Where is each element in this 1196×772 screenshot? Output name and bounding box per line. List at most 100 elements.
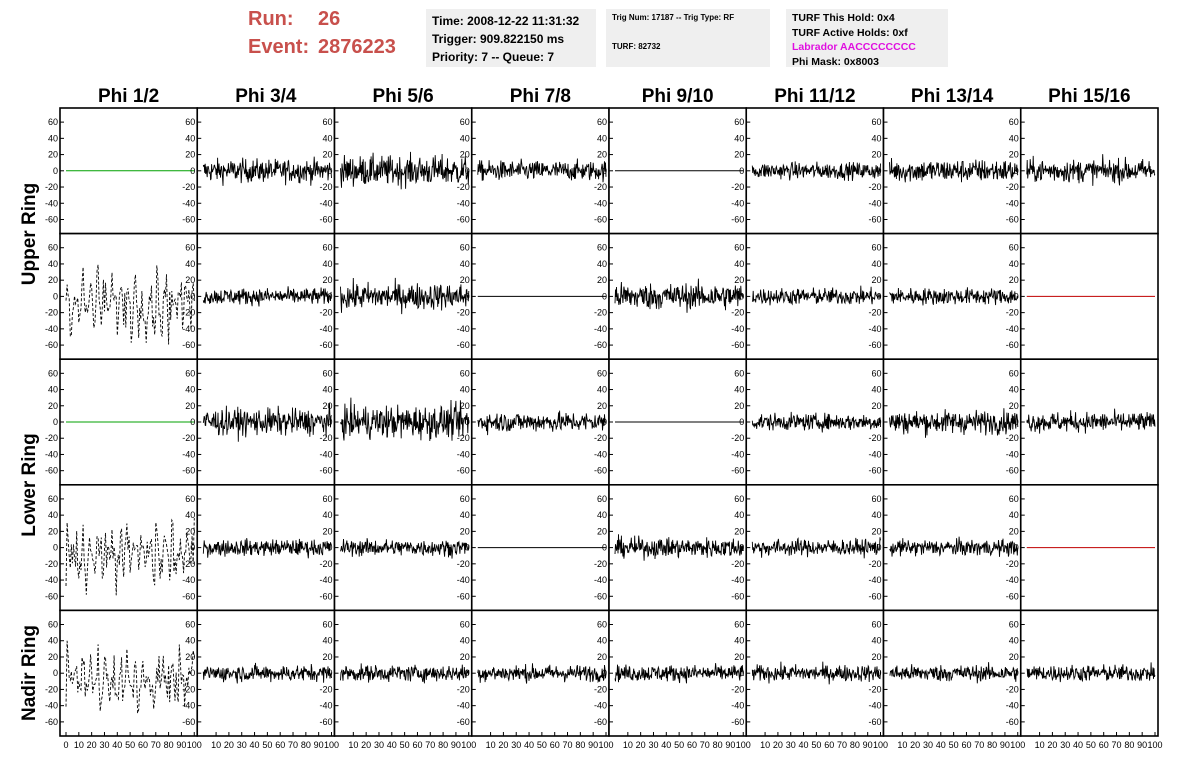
y-tick-label: -20 <box>594 433 607 443</box>
x-tick-label: 80 <box>987 740 997 750</box>
panel-frame <box>333 609 473 737</box>
x-tick-label: 40 <box>387 740 397 750</box>
y-tick-label: 20 <box>460 401 470 411</box>
y-tick-label: -40 <box>1006 449 1019 459</box>
x-tick-label: 40 <box>936 740 946 750</box>
y-tick-label: 0 <box>53 543 58 553</box>
x-tick-label: 10 <box>897 740 907 750</box>
waveform-panel: -60 -40 -20 0 20 40 60 <box>731 232 885 361</box>
x-tick-label: 90 <box>1137 740 1147 750</box>
y-tick-label: 20 <box>185 526 195 536</box>
waveform-panel: -60 -40 -20 0 20 40 60 <box>731 107 885 235</box>
y-tick-label: 60 <box>597 494 607 504</box>
y-tick-label: -20 <box>731 433 744 443</box>
x-tick-label: 70 <box>151 740 161 750</box>
x-tick-label: 40 <box>799 740 809 750</box>
y-tick-label: 20 <box>185 150 195 160</box>
x-tick-label: 20 <box>636 740 646 750</box>
waveform-trace <box>889 408 1019 438</box>
y-tick-label: 40 <box>48 636 58 646</box>
y-tick-label: -60 <box>731 591 744 601</box>
x-tick-label: 10 <box>348 740 358 750</box>
x-tick-label: 60 <box>412 740 422 750</box>
y-tick-label: -20 <box>868 559 881 569</box>
y-tick-label: 60 <box>597 243 607 253</box>
y-tick-label: 0 <box>602 668 607 678</box>
y-tick-label: -40 <box>182 324 195 334</box>
y-tick-label: -60 <box>594 717 607 727</box>
y-tick-label: 0 <box>53 668 58 678</box>
y-tick-label: 0 <box>190 668 195 678</box>
y-tick-label: 40 <box>734 385 744 395</box>
y-tick-label: 0 <box>876 668 881 678</box>
y-tick-label: 20 <box>597 150 607 160</box>
waveform-panel: -60 -40 -20 0 20 40 60 <box>1006 483 1159 612</box>
y-tick-label: -40 <box>45 324 58 334</box>
x-tick-label: 50 <box>125 740 135 750</box>
y-tick-label: 40 <box>871 259 881 269</box>
y-tick-label: 40 <box>734 510 744 520</box>
y-tick-label: 60 <box>597 117 607 127</box>
y-tick-label: -60 <box>319 591 332 601</box>
y-tick-label: -40 <box>457 449 470 459</box>
y-tick-label: 20 <box>734 150 744 160</box>
y-tick-label: 60 <box>322 117 332 127</box>
x-tick-label: 30 <box>374 740 384 750</box>
y-tick-label: -20 <box>731 182 744 192</box>
y-tick-label: 40 <box>185 510 195 520</box>
y-tick-label: 20 <box>871 401 881 411</box>
y-tick-label: 0 <box>1014 417 1019 427</box>
x-tick-label: 60 <box>961 740 971 750</box>
column-title: Phi 3/4 <box>235 86 297 107</box>
y-tick-label: 20 <box>185 401 195 411</box>
x-tick-label: 20 <box>1047 740 1057 750</box>
y-tick-label: -60 <box>319 466 332 476</box>
y-tick-label: -60 <box>868 340 881 350</box>
y-tick-label: -60 <box>594 340 607 350</box>
y-tick-label: 60 <box>460 494 470 504</box>
y-tick-label: 40 <box>322 259 332 269</box>
y-tick-label: -40 <box>182 701 195 711</box>
y-tick-label: -20 <box>594 559 607 569</box>
turf-active-holds-text: TURF Active Holds: 0xf <box>792 26 908 39</box>
y-tick-label: -60 <box>45 591 58 601</box>
y-tick-label: -60 <box>319 340 332 350</box>
y-tick-label: 0 <box>465 543 470 553</box>
y-tick-label: 60 <box>871 243 881 253</box>
x-tick-label: 90 <box>1000 740 1010 750</box>
y-tick-label: -60 <box>594 466 607 476</box>
y-tick-label: -40 <box>594 324 607 334</box>
y-tick-label: 60 <box>1009 620 1019 630</box>
y-tick-label: -60 <box>457 591 470 601</box>
x-tick-label: 20 <box>910 740 920 750</box>
y-tick-label: -40 <box>319 324 332 334</box>
x-tick-label: 50 <box>262 740 272 750</box>
y-tick-label: 60 <box>597 368 607 378</box>
y-tick-label: 20 <box>322 275 332 285</box>
y-tick-label: 40 <box>185 133 195 143</box>
y-tick-label: -60 <box>457 717 470 727</box>
x-tick-label: 70 <box>563 740 573 750</box>
y-tick-label: 0 <box>53 166 58 176</box>
y-tick-label: -40 <box>594 701 607 711</box>
y-tick-label: -40 <box>45 575 58 585</box>
y-tick-label: 0 <box>53 417 58 427</box>
x-tick-label: 80 <box>1124 740 1134 750</box>
y-tick-label: -60 <box>45 466 58 476</box>
x-tick-label: 100 <box>873 740 888 750</box>
y-tick-label: 0 <box>190 417 195 427</box>
phi-mask-text: Phi Mask: 0x8003 <box>792 55 879 68</box>
x-tick-label: 100 <box>461 740 476 750</box>
y-tick-label: -60 <box>1006 591 1019 601</box>
y-tick-label: 40 <box>1009 510 1019 520</box>
y-tick-label: 0 <box>876 291 881 301</box>
y-tick-label: -40 <box>182 449 195 459</box>
x-tick-label: 40 <box>250 740 260 750</box>
y-tick-label: -60 <box>1006 340 1019 350</box>
waveform-panel: -60 -40 -20 0 20 40 60 <box>457 107 610 235</box>
x-tick-label: 50 <box>811 740 821 750</box>
x-tick-label: 70 <box>700 740 710 750</box>
y-tick-label: -60 <box>319 214 332 224</box>
y-tick-label: 60 <box>1009 494 1019 504</box>
y-tick-label: 40 <box>460 636 470 646</box>
